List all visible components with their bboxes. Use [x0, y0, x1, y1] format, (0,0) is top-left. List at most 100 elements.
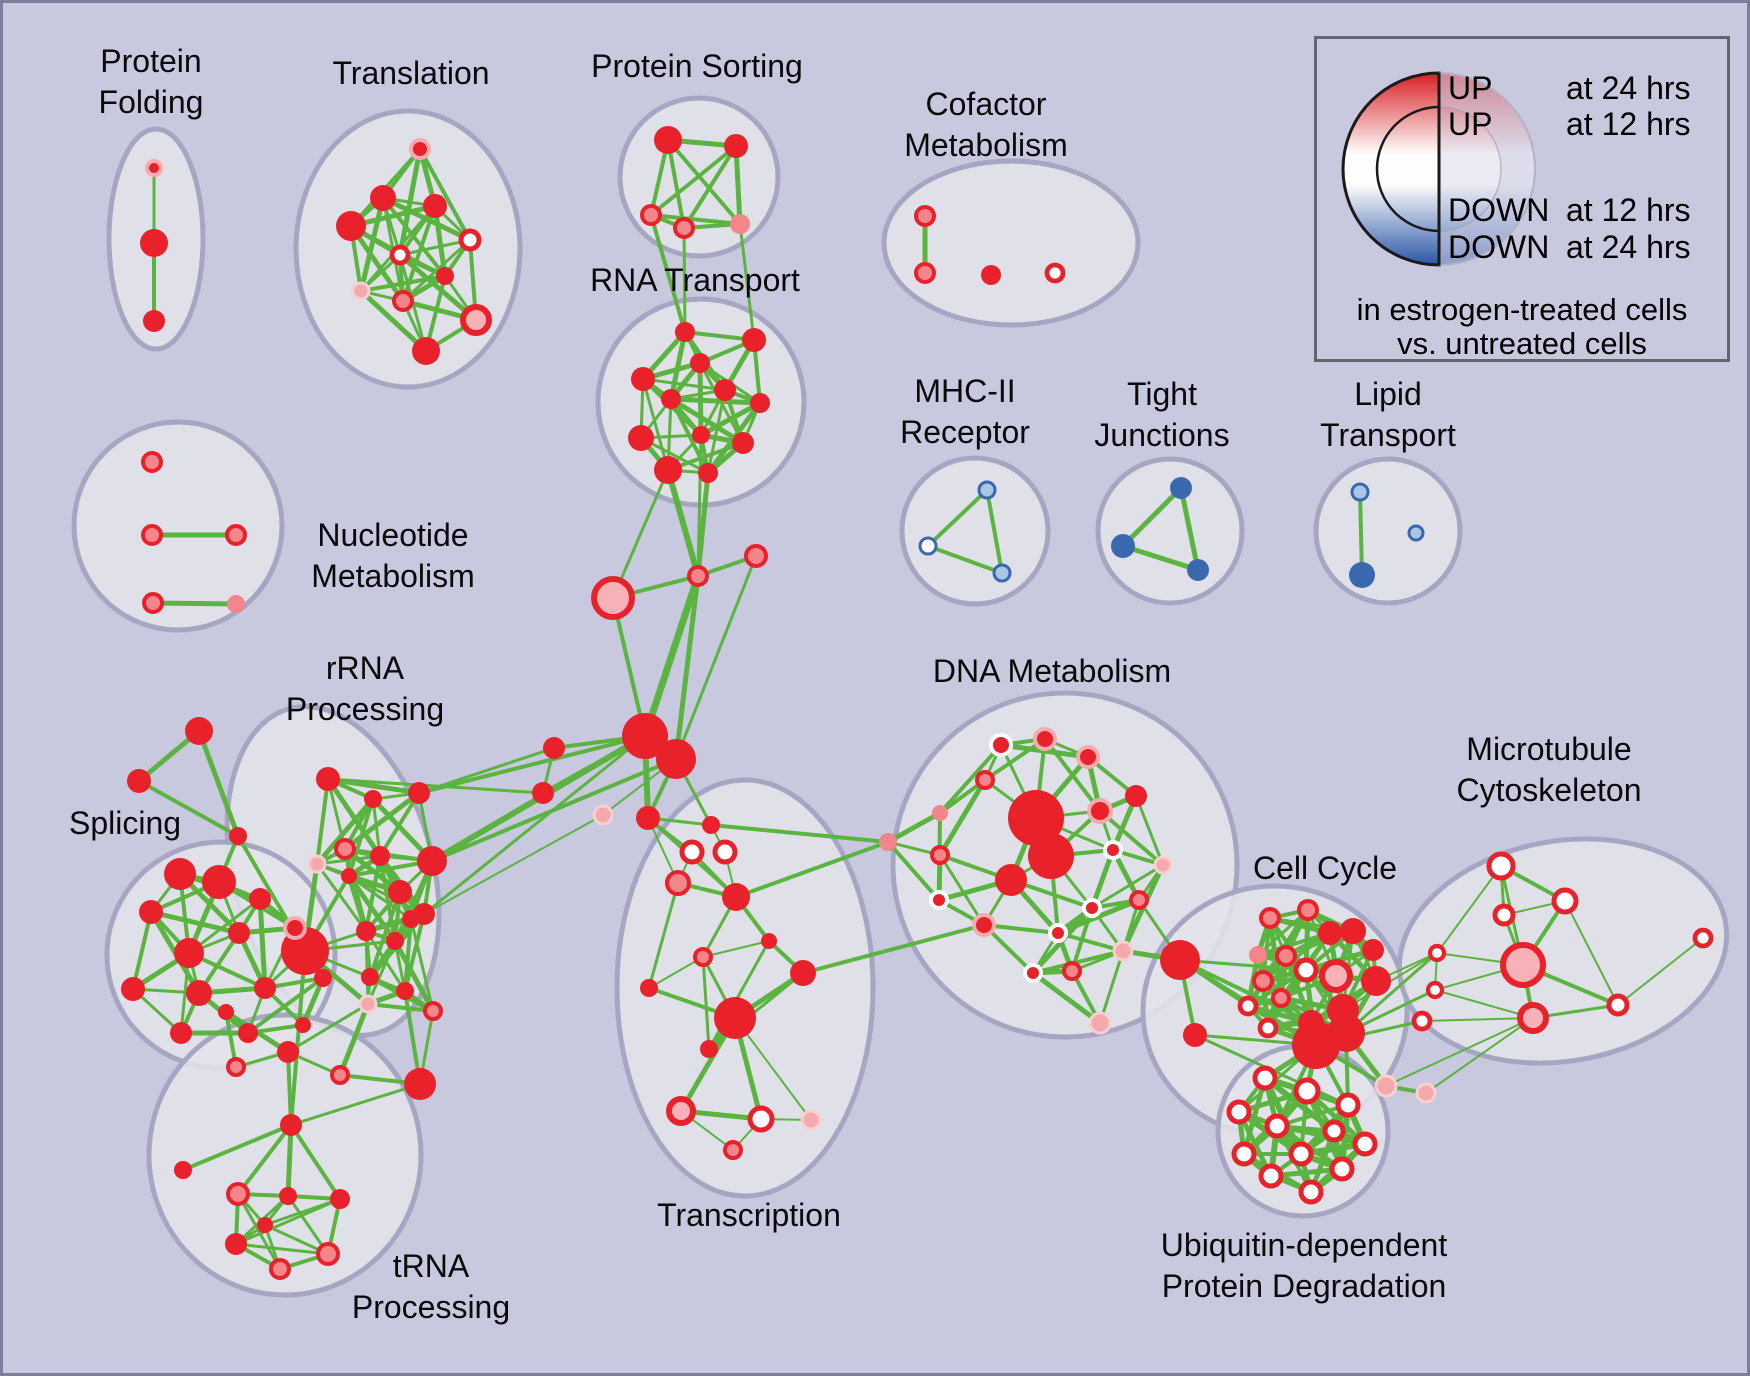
network-node[interactable] [1129, 890, 1149, 910]
network-node[interactable] [724, 134, 748, 158]
network-node[interactable] [330, 1189, 350, 1209]
network-node[interactable] [142, 592, 164, 614]
network-node[interactable] [1008, 790, 1064, 846]
network-node[interactable] [631, 367, 655, 391]
network-node[interactable] [140, 229, 168, 257]
network-node[interactable] [723, 1140, 743, 1160]
network-node[interactable] [202, 865, 236, 899]
network-node[interactable] [227, 595, 245, 613]
network-node[interactable] [742, 328, 766, 352]
network-node[interactable] [404, 1068, 436, 1100]
network-node[interactable] [914, 262, 936, 284]
network-node[interactable] [640, 204, 662, 226]
network-node[interactable] [334, 838, 356, 860]
network-node[interactable] [761, 933, 777, 949]
network-node[interactable] [1252, 970, 1274, 992]
network-node[interactable] [1187, 559, 1209, 581]
network-node[interactable] [679, 839, 705, 865]
network-node[interactable] [1486, 851, 1516, 881]
network-node[interactable] [543, 737, 565, 759]
network-node[interactable] [989, 733, 1013, 757]
network-node[interactable] [1322, 1119, 1346, 1143]
network-node[interactable] [417, 846, 447, 876]
network-node[interactable] [316, 767, 340, 791]
network-node[interactable] [654, 126, 682, 154]
network-node[interactable] [1252, 1065, 1278, 1091]
network-node[interactable] [280, 1114, 302, 1136]
network-node[interactable] [661, 389, 681, 409]
network-node[interactable] [972, 913, 996, 937]
network-node[interactable] [690, 353, 710, 373]
network-node[interactable] [121, 977, 145, 1001]
network-node[interactable] [1340, 918, 1366, 944]
network-node[interactable] [930, 845, 950, 865]
network-node[interactable] [1298, 1179, 1324, 1205]
network-node[interactable] [730, 214, 750, 234]
network-node[interactable] [1551, 887, 1579, 915]
network-node[interactable] [351, 281, 371, 301]
network-node[interactable] [396, 982, 414, 1000]
network-node[interactable] [229, 827, 247, 845]
network-node[interactable] [408, 782, 430, 804]
network-node[interactable] [636, 806, 660, 830]
network-node[interactable] [174, 1161, 192, 1179]
network-node[interactable] [981, 265, 1001, 285]
network-node[interactable] [1082, 898, 1102, 918]
network-node[interactable] [1350, 482, 1370, 502]
network-node[interactable] [254, 977, 276, 999]
network-node[interactable] [145, 159, 163, 177]
network-node[interactable] [423, 194, 447, 218]
network-node[interactable] [1153, 855, 1173, 875]
network-node[interactable] [1264, 1113, 1290, 1139]
network-node[interactable] [1044, 262, 1066, 284]
network-node[interactable] [1231, 1141, 1257, 1167]
network-node[interactable] [1327, 1014, 1365, 1052]
network-node[interactable] [1692, 927, 1714, 949]
network-node[interactable] [1275, 945, 1297, 967]
network-node[interactable] [1318, 921, 1342, 945]
network-node[interactable] [698, 463, 718, 483]
network-node[interactable] [336, 211, 366, 241]
network-node[interactable] [1492, 903, 1516, 927]
network-node[interactable] [714, 997, 756, 1039]
network-node[interactable] [392, 290, 414, 312]
network-node[interactable] [386, 932, 404, 950]
network-node[interactable] [341, 868, 357, 884]
network-node[interactable] [687, 565, 709, 587]
network-node[interactable] [174, 938, 204, 968]
network-node[interactable] [1411, 1010, 1433, 1032]
network-node[interactable] [1349, 562, 1375, 588]
network-node[interactable] [1088, 1011, 1112, 1035]
network-node[interactable] [656, 739, 696, 779]
network-node[interactable] [665, 870, 691, 896]
network-node[interactable] [1125, 785, 1147, 807]
network-node[interactable] [702, 816, 720, 834]
network-node[interactable] [389, 244, 411, 266]
network-node[interactable] [1374, 1074, 1398, 1098]
network-node[interactable] [127, 769, 151, 793]
network-node[interactable] [1329, 1156, 1355, 1182]
network-node[interactable] [225, 524, 247, 546]
network-node[interactable] [879, 833, 897, 851]
network-node[interactable] [712, 839, 738, 865]
network-node[interactable] [141, 451, 163, 473]
network-node[interactable] [257, 1217, 273, 1233]
network-node[interactable] [692, 426, 710, 444]
network-node[interactable] [460, 304, 492, 336]
network-node[interactable] [330, 1065, 350, 1085]
network-node[interactable] [800, 1109, 822, 1131]
network-node[interactable] [170, 1022, 192, 1044]
network-node[interactable] [1606, 993, 1630, 1017]
network-node[interactable] [402, 910, 420, 928]
network-node[interactable] [1500, 942, 1546, 988]
network-node[interactable] [1226, 1099, 1252, 1125]
network-node[interactable] [622, 713, 668, 759]
network-node[interactable] [1271, 988, 1291, 1008]
network-node[interactable] [283, 916, 307, 940]
network-node[interactable] [370, 185, 396, 211]
network-node[interactable] [914, 205, 936, 227]
network-node[interactable] [1297, 899, 1319, 921]
network-node[interactable] [732, 432, 754, 454]
network-node[interactable] [1249, 946, 1267, 964]
network-node[interactable] [790, 960, 816, 986]
